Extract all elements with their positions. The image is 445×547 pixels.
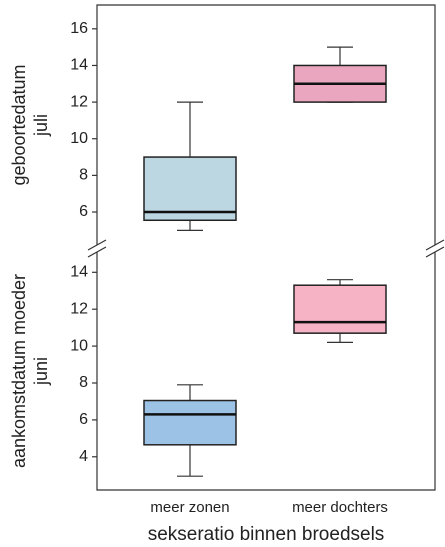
y-axis-sublabel: juni: [31, 357, 51, 386]
box: [293, 284, 387, 334]
y-tick-label: 6: [79, 411, 88, 428]
y-tick-label: 6: [79, 203, 88, 220]
y-tick-label: 8: [79, 374, 88, 391]
top-frame: [96, 4, 436, 245]
x-tick-label: meer dochters: [292, 499, 388, 516]
bottom-frame: [96, 252, 436, 491]
y-tick-label: 16: [70, 20, 88, 37]
y-axis-label: aankomstdatum moeder: [9, 274, 29, 468]
y-tick-label: 14: [70, 264, 88, 281]
y-tick-label: 4: [79, 448, 88, 465]
axis-break: [87, 239, 445, 258]
x-tick-label: meer zonen: [150, 499, 229, 516]
y-tick-label: 10: [70, 337, 88, 354]
x-axis-label: sekseratio binnen broedsels: [148, 524, 385, 545]
y-tick-label: 14: [70, 57, 88, 74]
box: [143, 399, 237, 446]
y-axis-label: geboortedatum: [9, 64, 29, 185]
y-tick-label: 8: [79, 167, 88, 184]
box: [143, 156, 237, 222]
y-tick-label: 10: [70, 130, 88, 147]
y-tick-label: 12: [70, 93, 88, 110]
y-axis-sublabel: juli: [31, 114, 51, 137]
y-tick-label: 12: [70, 300, 88, 317]
